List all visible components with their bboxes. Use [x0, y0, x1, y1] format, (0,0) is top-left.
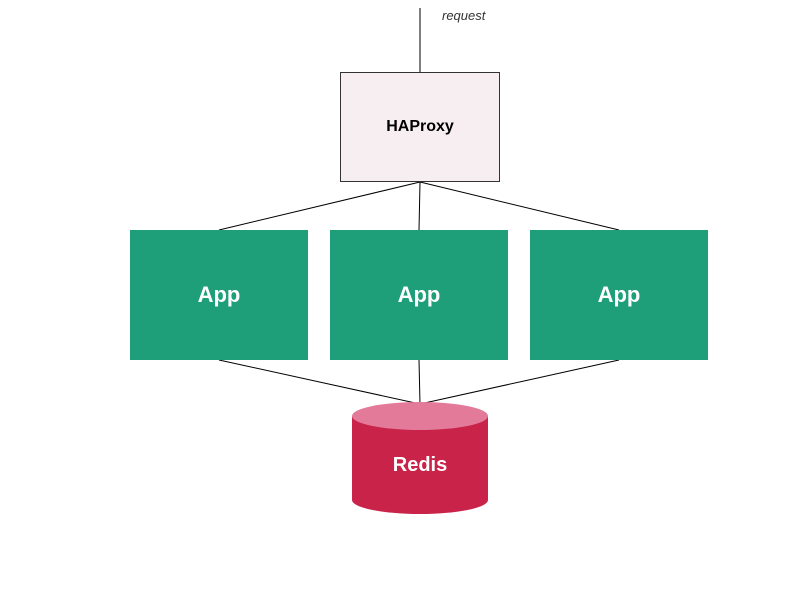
app-label: App	[398, 282, 441, 308]
haproxy-label: HAProxy	[386, 118, 454, 136]
redis-top-ellipse	[352, 402, 488, 430]
app-node-2: App	[530, 230, 708, 360]
app-label: App	[198, 282, 241, 308]
haproxy-node: HAProxy	[340, 72, 500, 182]
app-node-1: App	[330, 230, 508, 360]
diagram-canvas: request HAProxy App App App Redis	[0, 0, 800, 600]
request-label: request	[442, 8, 485, 23]
redis-label: Redis	[352, 454, 488, 477]
app-node-0: App	[130, 230, 308, 360]
app-label: App	[598, 282, 641, 308]
redis-node: Redis	[352, 402, 488, 514]
